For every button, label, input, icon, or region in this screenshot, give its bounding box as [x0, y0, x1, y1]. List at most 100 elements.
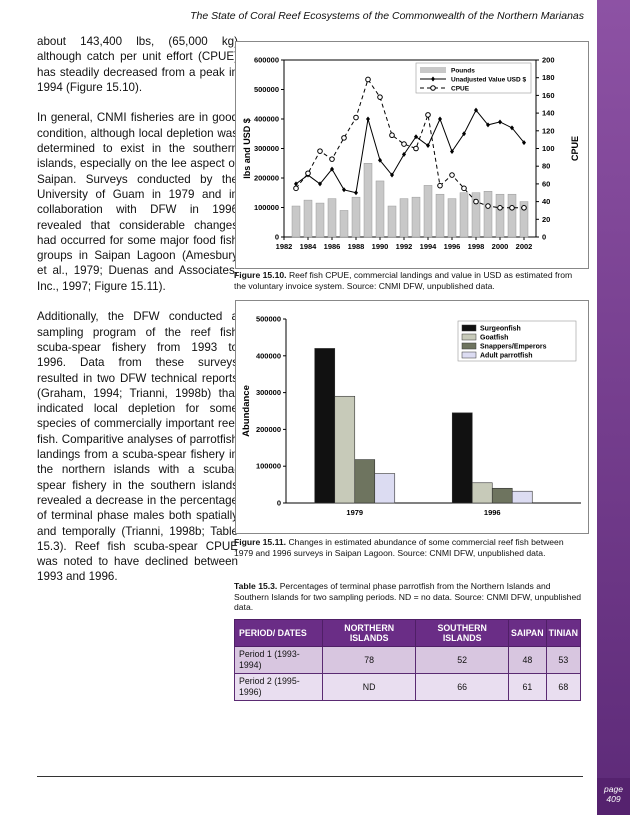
y-tick-label: 200000 — [256, 425, 281, 434]
chart: 0 100000 200000 300000 400000 500000 Abundance… — [241, 315, 581, 517]
y2-tick-label: 60 — [542, 179, 550, 188]
bar — [303, 199, 313, 238]
bar — [327, 198, 337, 238]
table-row: Period 2 (1995-1996) ND 66 61 68 — [233, 673, 582, 701]
point — [473, 198, 479, 205]
caption-label: Table 15.3. — [234, 581, 278, 591]
table-cell: ND — [322, 673, 417, 701]
running-header: The State of Coral Reef Ecosystems of th… — [190, 10, 584, 22]
legend-swatch — [461, 351, 477, 359]
table-cell: 68 — [545, 673, 582, 701]
point — [437, 182, 443, 189]
y-axis-label: lbs and USD $ — [242, 118, 252, 179]
y-tick-label: 0 — [277, 499, 281, 508]
figure-caption: Figure 15.10. Reef fish CPUE, commercial… — [234, 270, 582, 291]
legend-swatch — [461, 342, 477, 350]
column-header: SAIPAN — [508, 619, 547, 647]
bar — [314, 348, 336, 504]
body-text: about 143,400 lbs, (65,000 kg) although … — [37, 34, 238, 600]
bar — [495, 193, 505, 238]
bar — [471, 482, 493, 504]
figure-frame: 0 100000 200000 300000 400000 500000 600000 0 20… — [235, 41, 589, 269]
page-word: page — [604, 784, 623, 794]
column-header: SOUTHERN ISLANDS — [415, 619, 510, 647]
bar — [511, 490, 533, 504]
y2-tick-label: 0 — [542, 233, 546, 242]
caption-label: Figure 15.10. — [234, 270, 287, 280]
point — [449, 172, 455, 178]
point — [522, 140, 526, 146]
legend-label: Unadjusted Value USD $ — [451, 76, 527, 83]
point — [341, 135, 347, 141]
y2-tick-label: 100 — [542, 144, 555, 153]
y-tick-label: 600000 — [254, 56, 279, 65]
y2-tick-label: 140 — [542, 109, 555, 118]
point — [329, 156, 335, 162]
point — [389, 132, 395, 139]
x-tick-label: 1982 — [276, 242, 293, 251]
legend-label: Adult parrotfish — [480, 353, 533, 360]
legend-label: Snappers/Emperors — [480, 344, 547, 351]
legend-marker — [431, 76, 435, 82]
y2-tick-label: 200 — [542, 56, 555, 65]
x-tick-label: 1984 — [300, 242, 318, 251]
bar — [459, 192, 469, 238]
bar — [334, 395, 356, 504]
y2-tick-label: 180 — [542, 73, 555, 82]
table-row: Period 1 (1993-1994) 78 52 48 53 — [233, 646, 582, 674]
point — [485, 203, 491, 209]
y2-tick-label: 120 — [542, 126, 555, 135]
caption-text: Changes in estimated abundance of some c… — [234, 537, 564, 558]
bar — [374, 473, 396, 504]
table-cell: Period 2 (1995-1996) — [233, 673, 324, 701]
point — [461, 185, 467, 192]
bar — [491, 487, 513, 504]
y2-tick-label: 40 — [542, 197, 550, 206]
point — [498, 119, 502, 125]
legend-swatch — [461, 324, 477, 332]
table-cell: Period 1 (1993-1994) — [233, 646, 324, 674]
bar — [354, 459, 376, 504]
x-tick-label: 1992 — [396, 242, 413, 251]
data-table: PERIOD/ DATES NORTHERN ISLANDS SOUTHERN IS… — [233, 619, 582, 701]
point — [317, 148, 323, 154]
y-tick-label: 400000 — [256, 351, 281, 360]
figure-frame: 0 100000 200000 300000 400000 500000 Abundance… — [235, 300, 589, 534]
legend-label: Goatfish — [480, 335, 508, 342]
legend-label: Surgeonfish — [480, 326, 521, 333]
bar — [291, 205, 301, 238]
x-tick-label: 2000 — [492, 242, 509, 251]
paragraph: about 143,400 lbs, (65,000 kg) although … — [37, 35, 238, 94]
point — [330, 166, 334, 172]
bar — [451, 412, 473, 504]
bar — [315, 202, 325, 238]
caption-text: Reef fish CPUE, commercial landings and … — [234, 270, 573, 291]
bar — [507, 193, 517, 238]
point — [450, 148, 454, 154]
legend-box — [457, 320, 577, 362]
x-tick-label: 2002 — [516, 242, 533, 251]
y-tick-label: 500000 — [254, 85, 279, 94]
bar — [483, 191, 493, 238]
point — [438, 116, 442, 122]
bar — [519, 201, 529, 238]
y-tick-label: 100000 — [254, 203, 279, 212]
line — [295, 78, 524, 209]
bar — [339, 210, 349, 238]
x-tick-label: 1996 — [484, 508, 501, 517]
point — [426, 143, 430, 149]
y2-tick-label: 160 — [542, 91, 555, 100]
y-tick-label: 300000 — [254, 144, 279, 153]
bar — [423, 185, 433, 238]
x-tick-label: 1998 — [468, 242, 485, 251]
point — [378, 157, 382, 163]
point — [486, 122, 490, 128]
bar — [471, 192, 481, 238]
point — [353, 114, 359, 121]
bar — [411, 196, 421, 238]
table-cell: 66 — [415, 673, 510, 701]
header-row: PERIOD/ DATES NORTHERN ISLANDS SOUTHERN IS… — [233, 619, 582, 647]
y-tick-label: 300000 — [256, 388, 281, 397]
figure-caption: Figure 15.11. Changes in estimated abund… — [234, 537, 582, 558]
caption-text: Percentages of terminal phase parrotfish… — [234, 581, 582, 613]
